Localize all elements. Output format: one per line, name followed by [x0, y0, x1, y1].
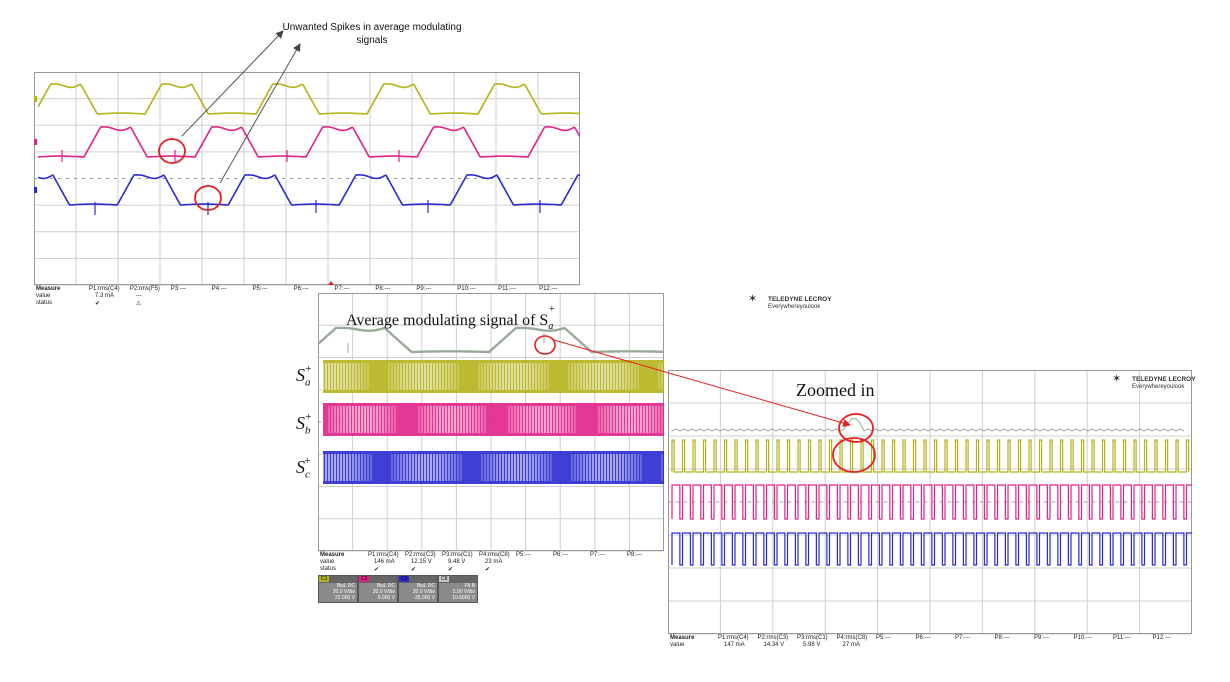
sa-label: Sa+ — [296, 363, 312, 389]
measure-header: Measure — [320, 552, 345, 558]
channel-marker — [34, 139, 37, 145]
channel-boxes: C1 BwL DC 20.0 V/div 22.000 V C2 BwL DC 20.0 V… — [318, 575, 518, 605]
scope-middle-waveforms — [318, 293, 664, 552]
measure-cell: ✔ — [448, 567, 454, 573]
pulse-train-sa — [671, 439, 1190, 473]
measure-header: P7:--- — [955, 635, 970, 641]
measure-cell: value — [36, 293, 51, 299]
measure-table-middle: Measure P1:rms(C4) P2:rms(C3) P3:rms(C1) P4:… — [318, 551, 664, 573]
measure-header: P8:--- — [627, 552, 642, 558]
measure-cell: 146 mA — [374, 559, 395, 565]
measure-header: P7:--- — [590, 552, 605, 558]
pulse-train-sc — [671, 532, 1192, 566]
measure-cell: value — [320, 559, 335, 565]
avg-signal-label: Average modulating signal of Sa + — [346, 304, 556, 333]
brand-logo-zoomed: ✶ TELEDYNE LECROY Everywhereyoulook — [1112, 373, 1196, 391]
measure-header: P6:--- — [293, 286, 309, 292]
measure-cell: ✔ — [485, 567, 491, 573]
measure-cell: 147 mA — [724, 642, 745, 648]
pwm-band-sc — [322, 451, 664, 484]
measure-cell: 5.98 V — [803, 642, 821, 648]
measure-header: P10:--- — [457, 286, 476, 292]
pwm-band-sa — [322, 360, 664, 393]
measure-cell: value — [670, 642, 685, 648]
measure-header: P12:--- — [1152, 635, 1171, 641]
spikes-note: Unwanted Spikes in average modulating si… — [282, 22, 462, 46]
pulse-train-sb — [671, 484, 1192, 520]
measure-header: P2:rms(C3) — [405, 552, 436, 558]
measure-header: P5:--- — [876, 635, 891, 641]
measure-cell: status — [36, 300, 53, 306]
measure-header: P6:--- — [553, 552, 568, 558]
trigger-marker-icon — [328, 281, 334, 285]
lecroy-logo-icon: ✶ — [748, 293, 758, 305]
brand-logo-middle: ✶ TELEDYNE LECROY Everywhereyoulook — [748, 293, 832, 311]
measure-cell: 14.34 V — [763, 642, 785, 648]
measure-cell: 12.15 V — [411, 559, 432, 565]
sb-label: Sb+ — [296, 411, 312, 437]
measure-header: P7:--- — [334, 286, 350, 292]
measure-header: P9:--- — [416, 286, 432, 292]
measure-header: P8:--- — [375, 286, 391, 292]
measure-cell: 9.48 V — [448, 559, 466, 565]
scope-screen-top: Measure P1:rms(C4) P2:rms(F5) P3:--- P4:--- P… — [34, 72, 580, 312]
measure-header: P9:--- — [1034, 635, 1049, 641]
waveform-ch1-top — [37, 83, 580, 115]
measure-table-top: Measure P1:rms(C4) P2:rms(F5) P3:--- P4:--- P… — [34, 285, 580, 312]
measure-header: P2:rms(C3) — [757, 635, 789, 641]
measure-header: P4:rms(C8) — [836, 635, 868, 641]
measure-header: P3:rms(C1) — [442, 552, 473, 558]
measure-header: P8:--- — [994, 635, 1010, 641]
measure-header: P1:rms(C4) — [89, 286, 120, 292]
measure-header: P1:rms(C4) — [368, 552, 399, 558]
zoomed-in-label: Zoomed in — [796, 380, 875, 400]
lecroy-logo-icon: ✶ — [1112, 373, 1122, 385]
channel-marker — [34, 187, 37, 193]
scope-screen-middle: Measure P1:rms(C4) P2:rms(C3) P3:rms(C1) P4:… — [318, 293, 664, 623]
waveform-ch3-top — [37, 174, 580, 206]
measure-header: P11:--- — [1113, 635, 1131, 641]
measure-header: P11:--- — [498, 286, 517, 292]
measure-table-zoomed: Measure P1:rms(C4) P2:rms(C3) P3:rms(C1) P4:… — [668, 634, 1192, 648]
measure-cell: status — [320, 566, 337, 572]
channel-box-c3[interactable]: C3 BwL DC 20.0 V/div -35.000 V — [398, 575, 438, 603]
channel-box-c2[interactable]: C2 BwL DC 20.0 V/div 0.000 V — [358, 575, 398, 603]
measure-header: P10:--- — [1073, 635, 1092, 641]
measure-header: P3:rms(C1) — [797, 635, 828, 641]
measure-cell: ⚠ — [135, 301, 142, 307]
measure-header: P2:rms(F5) — [129, 286, 160, 292]
measure-cell: ✔ — [374, 567, 380, 573]
sc-label: Sc+ — [296, 455, 312, 481]
pwm-band-sb — [323, 403, 664, 436]
measure-cell: ✔ — [411, 567, 417, 573]
measure-header: P6:--- — [915, 635, 931, 641]
measure-cell: ✔ — [95, 301, 101, 307]
channel-box-c8[interactable]: C8 F8 B 5.00 V/div 10.6000 V — [438, 575, 478, 603]
measure-cell: 23 mA — [485, 559, 503, 565]
measure-cell: 27 mA — [842, 642, 860, 648]
waveform-ch2-top — [37, 126, 580, 158]
channel-marker — [34, 96, 37, 102]
channel-box-c1[interactable]: C1 BwL DC 20.0 V/div 22.000 V — [318, 575, 358, 603]
measure-header: P4:--- — [211, 286, 227, 292]
scope-screen-zoomed: Measure P1:rms(C4) P2:rms(C3) P3:rms(C1) P4:… — [668, 370, 1192, 648]
measure-cell: 7.3 mA — [95, 293, 115, 299]
measure-cell: --- — [135, 293, 142, 299]
scope-top-waveforms — [34, 72, 580, 286]
measure-header: Measure — [670, 635, 695, 641]
measure-header: P5:--- — [516, 552, 531, 558]
measure-header: P4:rms(C8) — [479, 552, 510, 558]
measure-header: P12:--- — [539, 286, 558, 292]
measure-header: P1:rms(C4) — [718, 635, 749, 641]
waveform-average-zoomed — [671, 418, 1185, 432]
scope-zoomed-waveforms — [668, 370, 1192, 635]
measure-header: P5:--- — [252, 286, 268, 292]
measure-header: P3:--- — [170, 286, 186, 292]
measure-header: Measure — [36, 286, 61, 292]
